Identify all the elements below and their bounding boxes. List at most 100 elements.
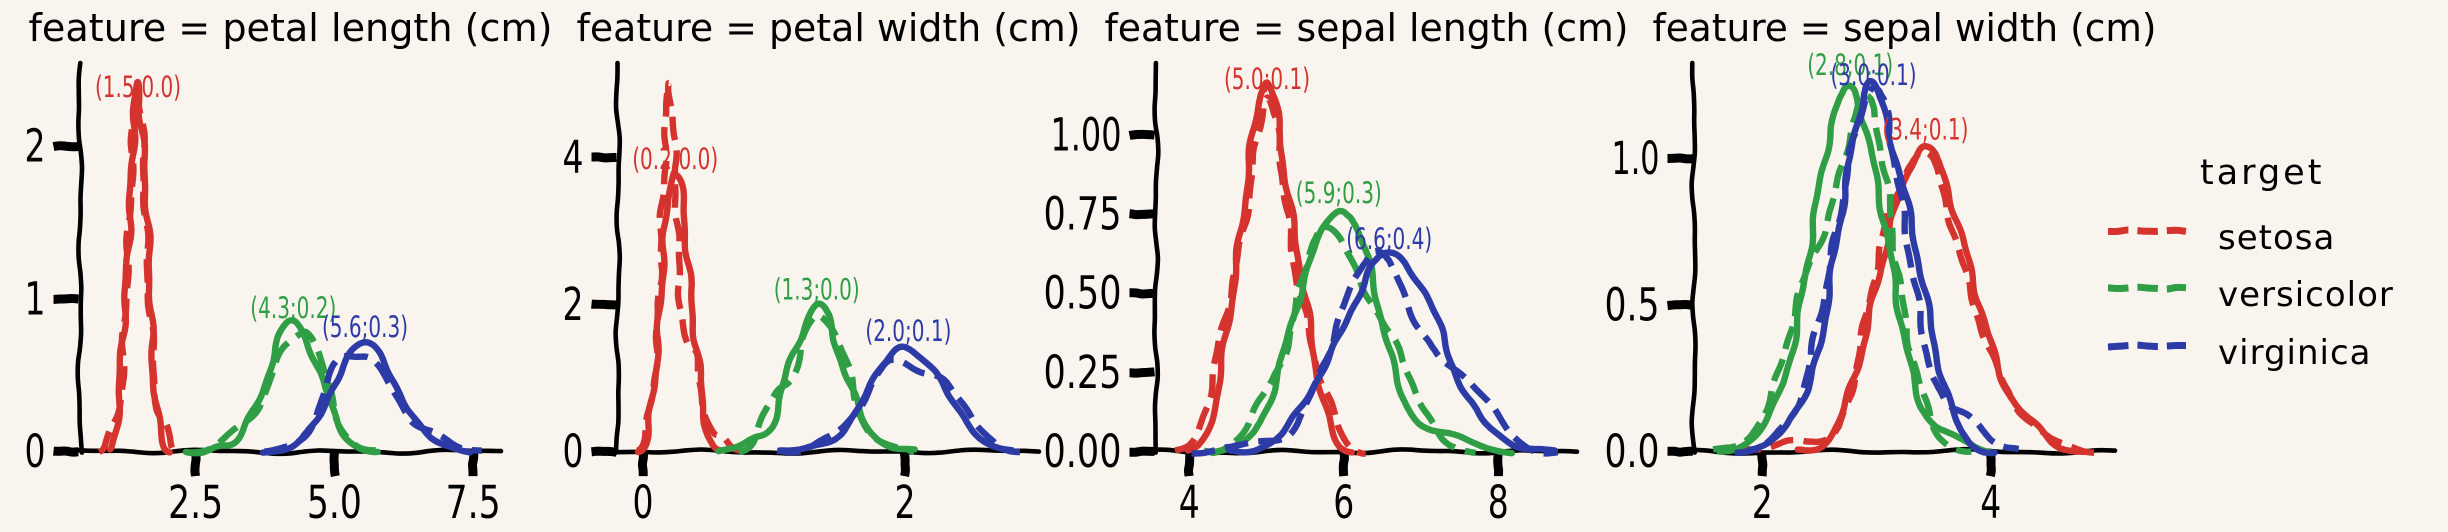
y-tick-label: 0.5 — [1605, 279, 1660, 332]
annotation-versicolor: (4.3;0.2) — [250, 291, 336, 325]
facet-feature-petal-width-cm: feature = petal width (cm) 0 2 0 2 4 (0.2;0.0)… — [563, 6, 1081, 529]
series-versicolor-fit-solid-line — [715, 300, 918, 455]
x-tick-label: 2 — [1752, 476, 1773, 529]
series-versicolor-kde-dashed-line — [1203, 223, 1477, 457]
legend-item-versicolor: versicolor — [2107, 268, 2448, 315]
series-virginica-kde-dashed-line — [1734, 83, 2020, 457]
series-versicolor-kde-dashed-line — [737, 312, 916, 455]
y-tick — [590, 446, 618, 457]
x-axis-line — [614, 447, 1042, 456]
series-virginica-fit-solid-line — [777, 343, 1015, 454]
x-tick-label: 5.0 — [307, 476, 362, 529]
annotation-virginica: (6.6;0.4) — [1346, 222, 1432, 256]
series-versicolor-fit-solid-line — [1209, 207, 1516, 457]
y-tick-label: 2 — [563, 278, 584, 331]
x-tick-label: 4 — [1179, 476, 1200, 529]
y-tick — [1129, 288, 1155, 299]
legend-dash-virginica-icon — [2107, 341, 2187, 350]
legend: target setosa versicolor virginica — [2107, 153, 2448, 373]
x-axis-line — [1690, 446, 2118, 456]
y-tick-label: 0.25 — [1044, 346, 1122, 399]
legend-label-virginica: virginica — [2218, 332, 2372, 373]
series-setosa-fit-solid-line — [106, 78, 173, 456]
x-axis-line — [76, 447, 504, 457]
y-tick-label: 0 — [563, 425, 584, 478]
y-tick — [591, 299, 617, 310]
y-tick-label: 1.00 — [1051, 108, 1122, 161]
series-virginica-kde-dashed-line — [1191, 247, 1559, 457]
legend-label-setosa: setosa — [2218, 217, 2336, 258]
y-tick — [1667, 299, 1694, 311]
y-tick-label: 4 — [563, 131, 584, 184]
annotation-setosa: (1.5;0.0) — [95, 70, 181, 104]
x-tick-label: 2 — [895, 476, 916, 529]
x-tick — [637, 452, 649, 477]
series-setosa-kde-dashed-line — [1174, 94, 1366, 457]
y-tick-label: 0 — [25, 425, 46, 478]
series-virginica-kde-dashed-line — [264, 352, 483, 455]
annotation-setosa: (3.4;0.1) — [1882, 112, 1968, 146]
legend-item-virginica: virginica — [2107, 326, 2448, 373]
axes — [613, 60, 1042, 456]
y-tick-label: 0.0 — [1605, 425, 1660, 478]
annotation-versicolor: (1.3;0.0) — [774, 272, 860, 306]
legend-item-setosa: setosa — [2107, 211, 2448, 258]
y-tick — [1667, 446, 1693, 457]
legend-dash-line — [2107, 225, 2187, 235]
series-setosa-kde-dashed-line — [635, 79, 743, 454]
y-axis-spine — [1689, 60, 1698, 455]
y-tick — [53, 293, 80, 304]
x-tick-label: 8 — [1488, 476, 1509, 529]
annotation-setosa: (0.2;0.0) — [632, 142, 718, 176]
x-tick — [1757, 452, 1768, 477]
legend-dash-line — [2107, 283, 2187, 293]
annotation-virginica: (2.0;0.1) — [865, 314, 951, 348]
y-axis-spine — [613, 60, 623, 455]
y-tick — [1128, 209, 1155, 220]
y-tick — [1129, 367, 1155, 378]
x-tick — [1985, 452, 1996, 477]
x-tick — [329, 452, 340, 477]
y-tick-label: 0.75 — [1044, 188, 1122, 241]
series-versicolor-kde-dashed-line — [1712, 91, 1972, 455]
axes — [75, 60, 504, 457]
x-tick — [1183, 453, 1195, 477]
x-tick — [467, 453, 479, 477]
facet-title: feature = sepal length (cm) — [1105, 6, 1629, 50]
facet-feature-petal-length-cm: feature = petal length (cm) 2.5 5.0 7.5 0 1 2 (… — [25, 6, 553, 529]
legend-dash-versicolor-icon — [2107, 283, 2187, 293]
y-axis-spine — [75, 60, 85, 455]
facet-feature-sepal-width-cm: feature = sepal width (cm) 2 4 0.0 0.5 1.0 (3.… — [1605, 6, 2157, 529]
annotation-setosa: (5.0;0.1) — [1224, 62, 1310, 96]
annotation-virginica: (5.6;0.3) — [322, 310, 408, 344]
x-tick-label: 7.5 — [446, 476, 501, 529]
y-tick-label: 1.0 — [1612, 132, 1660, 185]
x-tick-label: 0 — [633, 476, 654, 529]
x-tick — [190, 452, 201, 477]
facet-title: feature = sepal width (cm) — [1653, 6, 2157, 50]
series-setosa-fit-solid-line — [1184, 79, 1355, 456]
y-tick — [1129, 446, 1155, 457]
x-tick — [1338, 452, 1349, 477]
annotation-versicolor: (5.9;0.3) — [1296, 176, 1382, 210]
y-tick — [591, 152, 617, 163]
x-tick-label: 6 — [1333, 476, 1354, 529]
y-tick — [53, 446, 79, 457]
x-tick — [1493, 452, 1504, 477]
series-virginica-fit-solid-line — [1746, 77, 1998, 457]
series-setosa-kde-dashed-line — [97, 84, 178, 455]
legend-dash-setosa-icon — [2107, 225, 2187, 235]
series-versicolor-fit-solid-line — [1716, 82, 1996, 456]
y-axis-spine — [1152, 60, 1161, 455]
series-virginica-kde-dashed-line — [776, 356, 1020, 456]
legend-dash-line — [2107, 341, 2187, 350]
y-tick-label: 0.50 — [1044, 267, 1122, 320]
y-tick — [52, 141, 79, 152]
x-tick-label: 2.5 — [168, 476, 223, 529]
x-tick-label: 4 — [1980, 476, 2001, 529]
y-tick — [1128, 129, 1155, 140]
y-tick-label: 0.00 — [1044, 425, 1122, 478]
y-tick-label: 2 — [25, 120, 46, 173]
